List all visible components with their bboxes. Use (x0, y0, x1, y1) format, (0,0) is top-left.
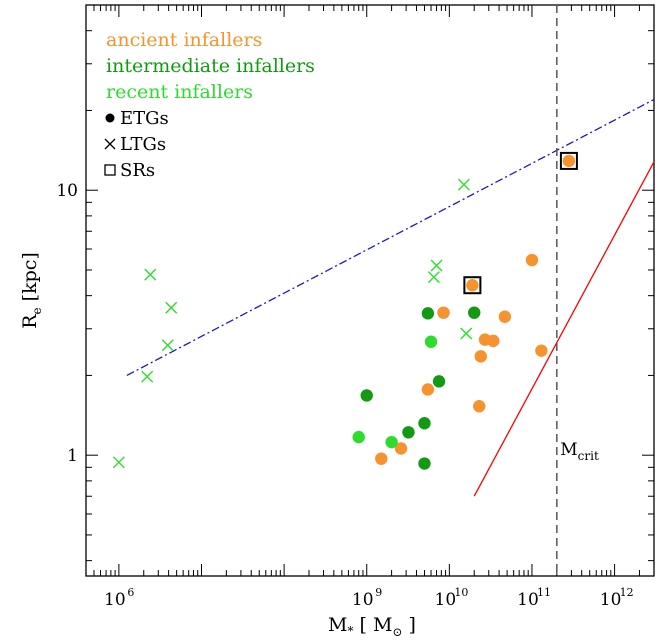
data-point-etg (402, 426, 415, 439)
data-point-ltg (144, 268, 157, 281)
cross-stroke (112, 456, 125, 469)
cross-stroke (141, 370, 154, 383)
data-point-sr (562, 154, 576, 168)
size-mass-fit-line (126, 98, 655, 376)
data-point-etg (421, 383, 435, 396)
data-point-etg (487, 334, 500, 348)
data-point-etg (421, 307, 435, 320)
legend-group-label: ancient infallers (106, 29, 262, 51)
data-point-etg (424, 335, 438, 348)
data-point-etg (394, 442, 408, 455)
data-point-etg (535, 344, 548, 357)
data-point-etg (437, 306, 450, 319)
legend-group-label: intermediate infallers (106, 55, 315, 77)
plot-frame-group (85, 4, 655, 577)
data-point-ltg (141, 370, 154, 383)
x-tick-label: 10 (517, 590, 539, 610)
x-tick-label-exponent: 11 (537, 586, 551, 599)
data-point-etg (525, 253, 539, 267)
y-tick-label: 10 (56, 181, 78, 201)
x-tick-label-exponent: 12 (620, 586, 634, 599)
cross-stroke (460, 327, 473, 340)
mcrit-label: Mcrit (560, 440, 599, 463)
data-point-etg (375, 452, 388, 465)
axis-ticks (85, 4, 655, 576)
data-point-etg (498, 310, 512, 323)
legend-marker-label: SRs (120, 160, 155, 181)
data-point-etg (385, 435, 398, 449)
red-relation-line (473, 161, 655, 497)
data-point-ltg (457, 178, 470, 191)
x-tick-label: 10 (104, 590, 126, 610)
cross-stroke (144, 268, 157, 281)
data-point-sr-square (559, 151, 578, 170)
legend-group-label: recent infallers (106, 81, 253, 103)
legend-square-icon (104, 164, 116, 176)
legend: ancient infallers intermediate infallers r… (104, 29, 315, 181)
data-point-etg (360, 389, 373, 402)
data-point-etg (432, 375, 446, 388)
cross-stroke (457, 178, 470, 191)
plot-frame (85, 4, 655, 577)
data-point-etg (418, 457, 431, 470)
data-point-etg (474, 350, 487, 363)
cross-stroke (104, 138, 116, 150)
data-point-ltg (460, 327, 473, 340)
data-point-etg (473, 400, 486, 413)
x-tick-label: 10 (352, 590, 374, 610)
x-tick-label-exponent: 9 (375, 586, 382, 599)
data-point-sr (466, 279, 479, 292)
legend-marker-label: LTGs (120, 134, 166, 155)
y-axis-title: Re [kpc] (19, 252, 44, 329)
cross-stroke (161, 339, 174, 352)
cross-stroke (427, 271, 440, 284)
data-point-etg (352, 430, 365, 444)
legend-circle-icon (105, 113, 115, 123)
data-point-ltg (165, 301, 178, 314)
data-point-ltg (430, 259, 443, 272)
y-tick-label: 1 (67, 446, 78, 466)
legend-marker-label: ETGs (120, 108, 169, 129)
data-point-ltg (112, 456, 125, 469)
data-points (112, 151, 578, 470)
x-tick-label-exponent: 6 (127, 586, 134, 599)
data-point-sr-square (463, 276, 482, 295)
x-axis-title: M* [ M⊙ ] (328, 614, 416, 639)
x-tick-label-exponent: 10 (454, 586, 468, 599)
cross-stroke (165, 301, 178, 314)
data-point-etg (468, 306, 481, 319)
x-tick-label: 10 (600, 590, 622, 610)
data-point-ltg (161, 339, 174, 352)
data-point-etg (418, 417, 431, 430)
x-tick-label: 10 (435, 590, 457, 610)
data-point-ltg (427, 271, 440, 284)
legend-cross-icon (104, 138, 116, 150)
cross-stroke (430, 259, 443, 272)
reference-lines (126, 5, 655, 576)
